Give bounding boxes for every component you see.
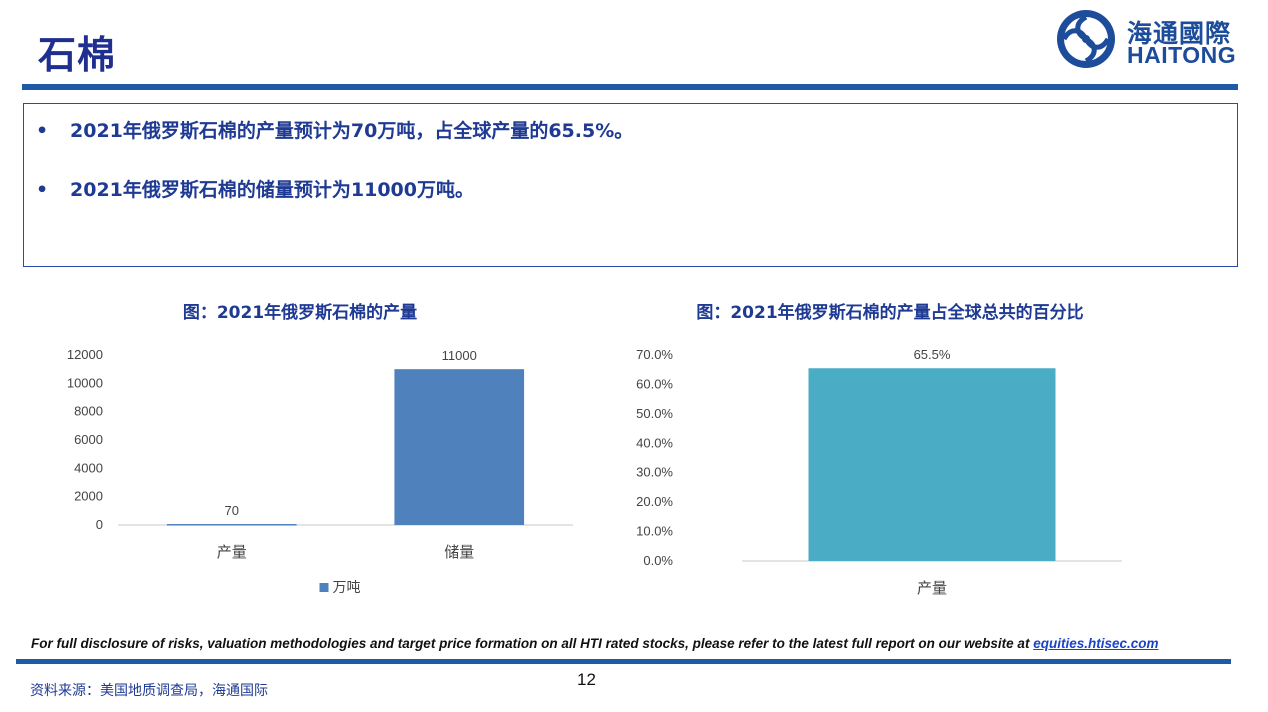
y-tick-label: 50.0% bbox=[636, 406, 673, 421]
disclaimer: For full disclosure of risks, valuation … bbox=[31, 636, 1159, 651]
logo-chinese-text: 海通國際 bbox=[1127, 19, 1232, 48]
bar bbox=[166, 524, 297, 526]
logo-english-text: HAITONG bbox=[1127, 42, 1237, 68]
data-label: 11000 bbox=[442, 348, 477, 363]
y-tick-label: 10000 bbox=[67, 375, 103, 390]
y-tick-label: 10.0% bbox=[636, 524, 673, 539]
footer-divider bbox=[16, 659, 1231, 664]
bullet-glyph: • bbox=[36, 120, 49, 142]
bar bbox=[808, 368, 1056, 561]
y-tick-label: 8000 bbox=[74, 404, 103, 419]
share-chart: 0.0% 10.0% 20.0% 30.0% 40.0% 50.0% 60.0% 70.0% 6… bbox=[636, 347, 1122, 597]
y-tick-label: 6000 bbox=[74, 432, 103, 447]
bullet-item: • 2021年俄罗斯石棉的储量预计为11000万吨。 bbox=[36, 175, 474, 202]
header-divider bbox=[22, 84, 1238, 90]
y-tick-label: 60.0% bbox=[636, 376, 673, 391]
bullet-glyph: • bbox=[36, 179, 49, 201]
page-title: 石棉 bbox=[38, 33, 117, 77]
summary-box: • 2021年俄罗斯石棉的产量预计为70万吨，占全球产量的65.5%。 • 2021… bbox=[23, 103, 1238, 267]
x-tick-label: 产量 bbox=[917, 580, 947, 597]
website-link[interactable]: equities.htisec.com bbox=[1033, 636, 1159, 651]
y-tick-label: 0.0% bbox=[643, 553, 673, 568]
y-tick-label: 40.0% bbox=[636, 435, 673, 450]
y-tick-label: 70.0% bbox=[636, 347, 673, 362]
bullet-text: 2021年俄罗斯石棉的产量预计为70万吨，占全球产量的65.5%。 bbox=[70, 120, 634, 142]
haitong-logo: 海通國際 HAITONG bbox=[1055, 8, 1245, 72]
y-tick-label: 12000 bbox=[67, 347, 103, 362]
page-number: 12 bbox=[577, 670, 596, 689]
data-label: 70 bbox=[225, 503, 239, 518]
y-tick-label: 0 bbox=[96, 517, 103, 532]
x-tick-label: 储量 bbox=[444, 544, 474, 561]
x-tick-label: 产量 bbox=[217, 544, 247, 561]
y-tick-label: 20.0% bbox=[636, 494, 673, 509]
bar bbox=[394, 369, 525, 525]
bullet-item: • 2021年俄罗斯石棉的产量预计为70万吨，占全球产量的65.5%。 bbox=[36, 116, 633, 143]
haitong-logo-icon bbox=[1057, 10, 1115, 68]
y-tick-label: 30.0% bbox=[636, 465, 673, 480]
disclaimer-text: For full disclosure of risks, valuation … bbox=[31, 636, 1034, 651]
legend-swatch bbox=[319, 583, 329, 592]
data-label: 65.5% bbox=[914, 347, 951, 362]
bullet-text: 2021年俄罗斯石棉的储量预计为11000万吨。 bbox=[70, 179, 474, 201]
y-tick-label: 4000 bbox=[74, 460, 103, 475]
legend-label: 万吨 bbox=[333, 579, 361, 595]
source-note: 资料来源：美国地质调查局，海通国际 bbox=[30, 683, 268, 699]
chart-title-production: 图：2021年俄罗斯石棉的产量 bbox=[182, 303, 418, 323]
y-tick-label: 2000 bbox=[74, 489, 103, 504]
chart-title-share: 图：2021年俄罗斯石棉的产量占全球总共的百分比 bbox=[696, 303, 1084, 323]
